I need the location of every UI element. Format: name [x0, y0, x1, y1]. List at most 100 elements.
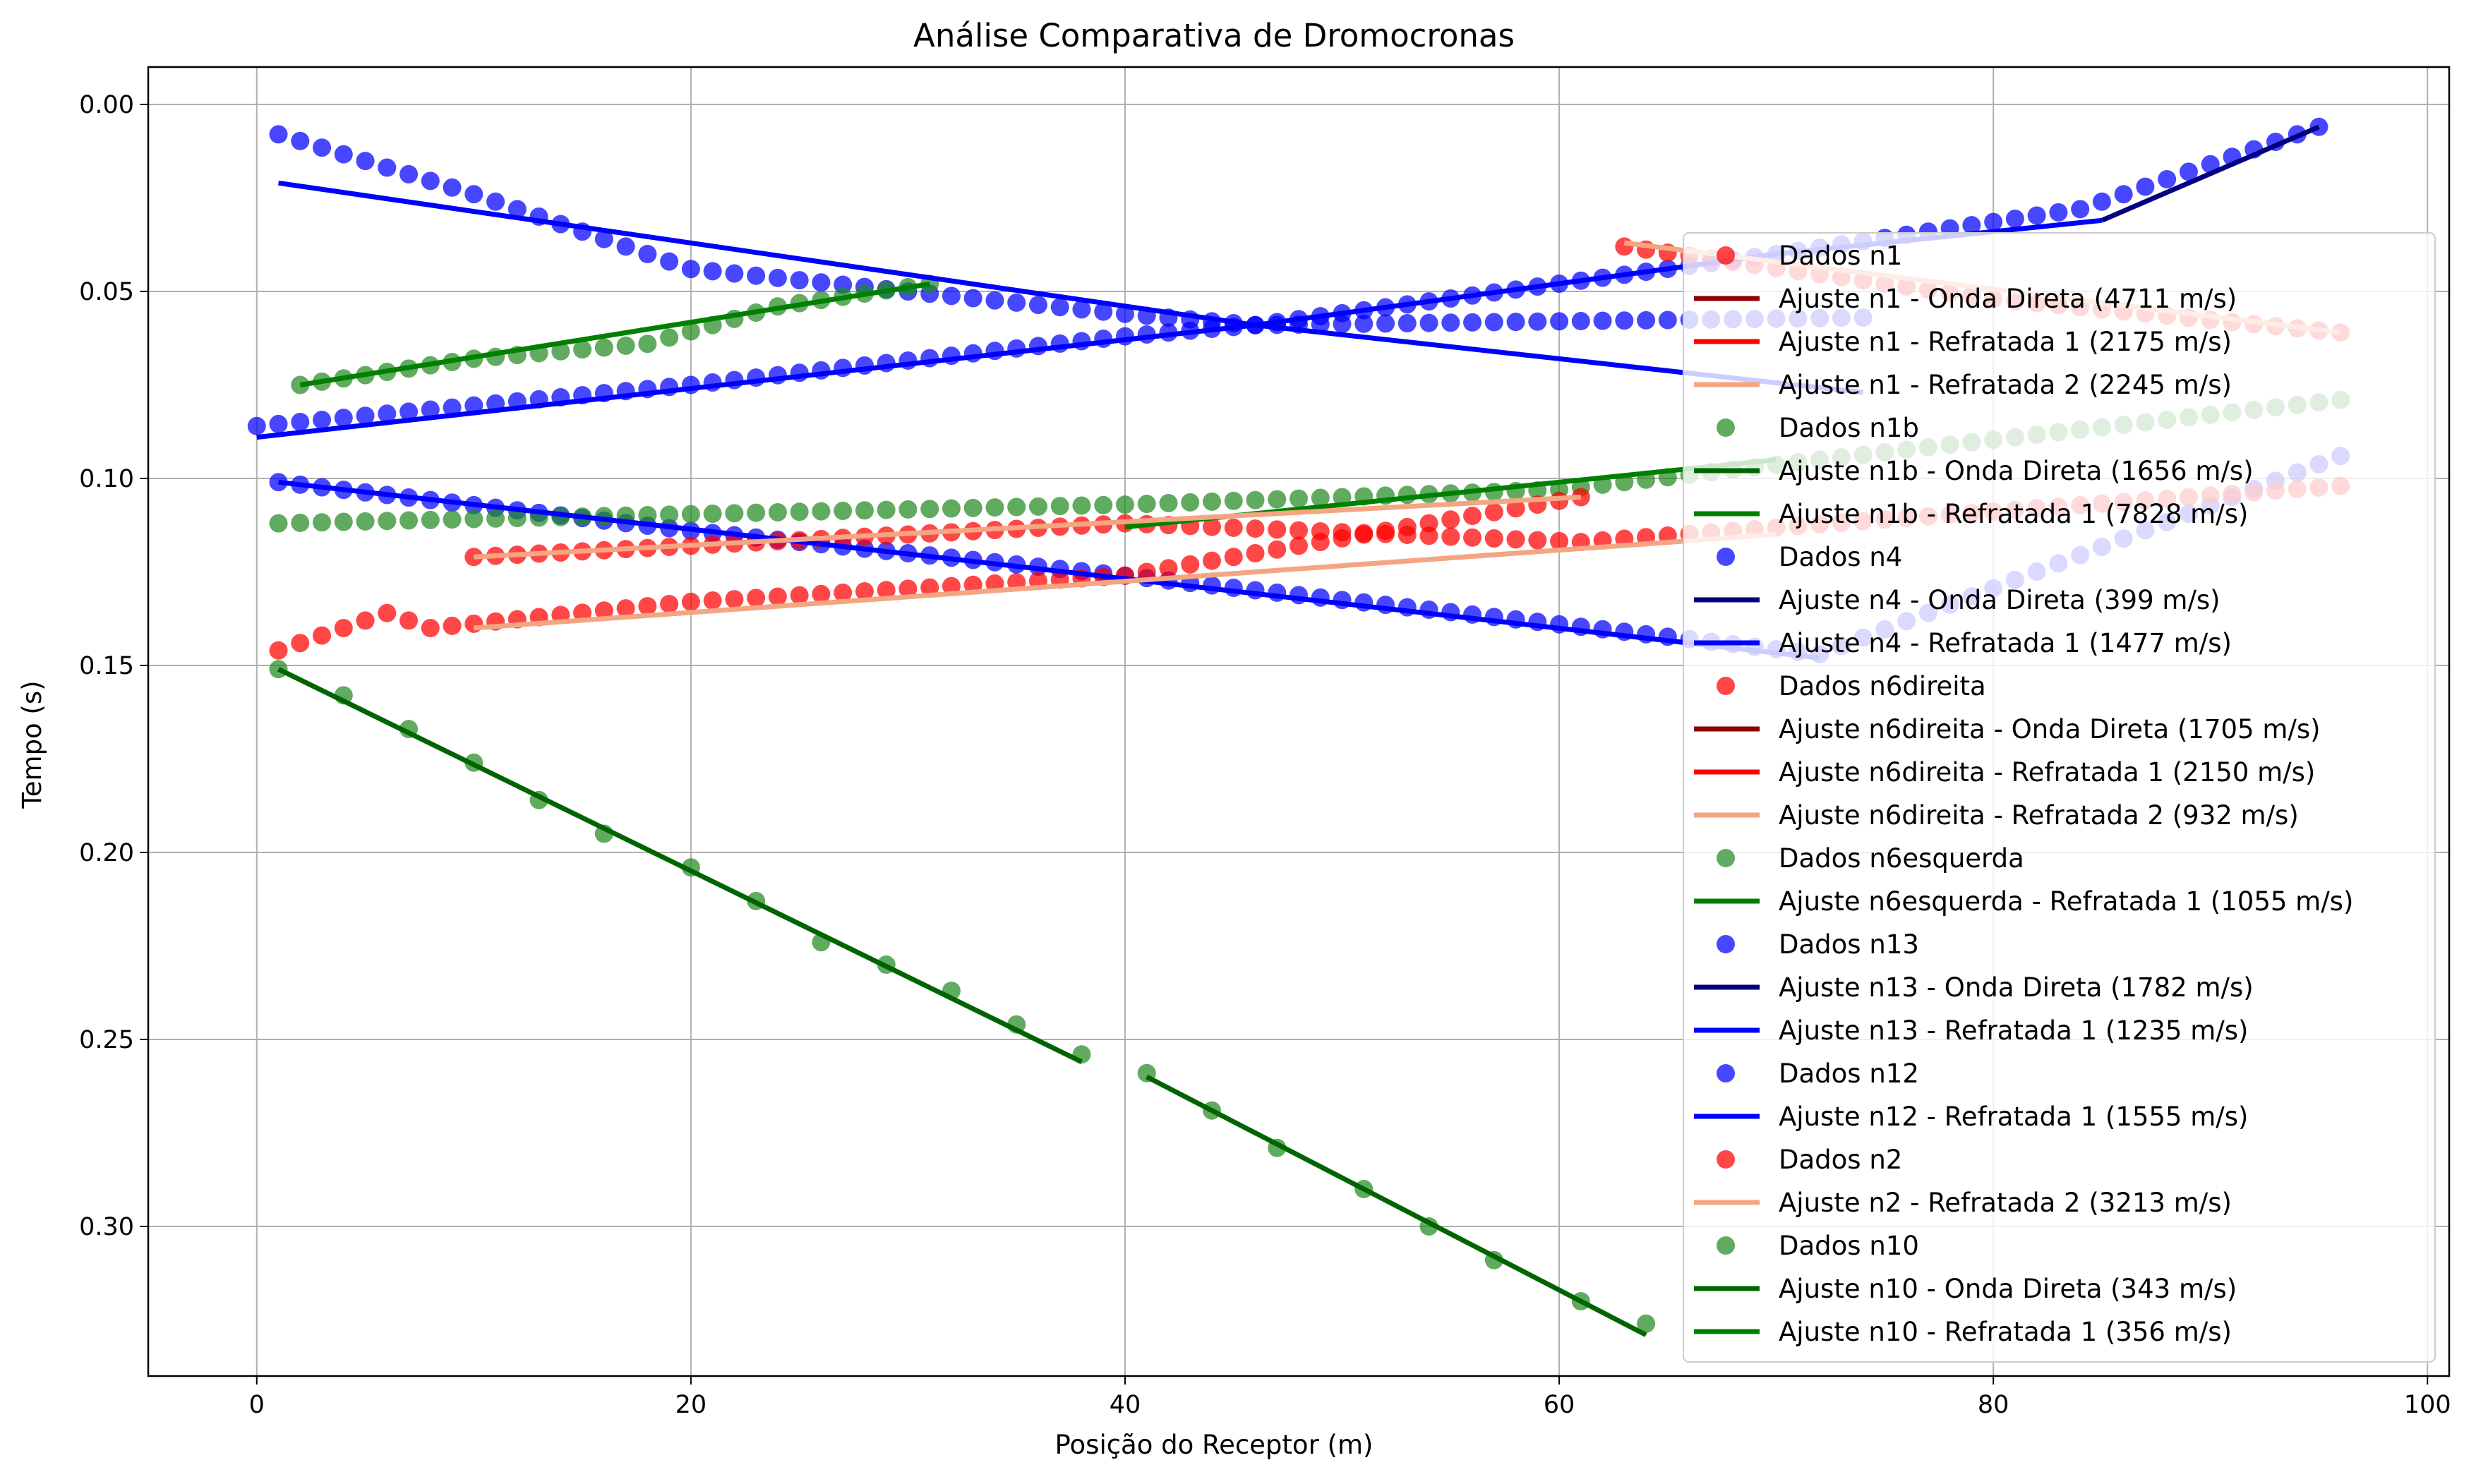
- data-point: [855, 501, 874, 520]
- x-axis-label: Posição do Receptor (m): [1055, 1430, 1374, 1460]
- data-point: [1268, 490, 1287, 509]
- data-point: [1202, 551, 1221, 570]
- legend-label: Ajuste n1b - Refratada 1 (7828 m/s): [1779, 499, 2248, 529]
- data-point: [1202, 492, 1221, 511]
- data-point: [1007, 293, 1026, 312]
- legend-box: [1683, 232, 2436, 1363]
- data-point: [443, 616, 462, 635]
- legend-marker: [1717, 677, 1735, 695]
- x-tick-label: 100: [2404, 1391, 2451, 1419]
- data-point: [507, 200, 527, 219]
- chart-title: Análise Comparativa de Dromocronas: [913, 17, 1515, 54]
- data-point: [2071, 200, 2090, 219]
- data-point: [1484, 313, 1503, 332]
- data-point: [1528, 531, 1547, 550]
- data-point: [747, 266, 766, 285]
- data-point: [681, 260, 700, 279]
- data-point: [768, 587, 787, 606]
- data-point: [2201, 155, 2220, 174]
- data-point: [681, 322, 700, 341]
- legend-label: Dados n6esquerda: [1779, 843, 2024, 874]
- data-point: [703, 591, 722, 610]
- data-point: [421, 171, 440, 191]
- data-point: [334, 512, 353, 531]
- data-point: [1463, 507, 1482, 525]
- data-point: [551, 342, 570, 361]
- data-point: [378, 512, 397, 531]
- legend-label: Dados n10: [1779, 1231, 1919, 1261]
- data-point: [1028, 497, 1047, 516]
- x-tick-label: 20: [675, 1391, 707, 1419]
- y-tick-label: 0.25: [79, 1026, 134, 1054]
- legend-marker: [1717, 246, 1735, 265]
- legend-marker: [1717, 418, 1735, 437]
- legend-label: Ajuste n1 - Refratada 2 (2245 m/s): [1779, 370, 2232, 400]
- data-point: [1506, 530, 1525, 549]
- data-point: [486, 192, 505, 211]
- data-point: [313, 411, 332, 430]
- data-point: [877, 500, 896, 519]
- data-point: [834, 583, 853, 602]
- data-point: [573, 340, 592, 359]
- data-point: [313, 138, 332, 157]
- data-point: [1441, 510, 1460, 529]
- data-point: [1376, 314, 1395, 333]
- data-point: [1593, 311, 1612, 330]
- data-point: [725, 504, 744, 523]
- y-tick-label: 0.30: [79, 1213, 134, 1241]
- data-point: [1072, 300, 1091, 319]
- data-point: [291, 131, 310, 150]
- data-point: [2114, 185, 2133, 204]
- data-point: [1441, 313, 1460, 332]
- series-dados-n6direita: [269, 488, 1590, 660]
- legend-marker: [1717, 849, 1735, 867]
- data-point: [1181, 555, 1200, 574]
- y-tick-label: 0.05: [79, 278, 134, 306]
- legend-label: Dados n6direita: [1779, 671, 1986, 701]
- data-point: [747, 503, 766, 522]
- data-point: [812, 273, 831, 292]
- data-point: [464, 185, 483, 204]
- legend-label: Ajuste n2 - Refratada 2 (3213 m/s): [1779, 1188, 2232, 1218]
- data-point: [1072, 496, 1091, 515]
- data-point: [334, 409, 353, 428]
- legend-label: Ajuste n6esquerda - Refratada 1 (1055 m/…: [1779, 886, 2353, 917]
- data-point: [1050, 497, 1069, 516]
- data-point: [790, 271, 809, 290]
- data-point: [1007, 497, 1026, 517]
- data-point: [421, 619, 440, 637]
- data-point: [1311, 521, 1330, 541]
- data-point: [1246, 544, 1265, 562]
- data-point: [725, 264, 744, 283]
- data-point: [877, 581, 896, 600]
- data-point: [399, 511, 419, 530]
- data-point: [812, 502, 831, 521]
- data-point: [1506, 499, 1525, 518]
- data-point: [1615, 311, 1634, 330]
- data-point: [1550, 312, 1569, 331]
- data-point: [812, 584, 831, 603]
- data-point: [356, 152, 375, 171]
- data-point: [247, 416, 266, 435]
- data-point: [1094, 495, 1113, 514]
- data-point: [942, 499, 961, 518]
- data-point: [334, 145, 353, 164]
- data-point: [313, 626, 332, 645]
- y-tick-label: 0.10: [79, 465, 134, 493]
- data-point: [1094, 302, 1113, 321]
- x-tick-label: 80: [1978, 1391, 2009, 1419]
- fit-line: [278, 479, 1820, 660]
- legend-label: Dados n1b: [1779, 413, 1919, 443]
- data-point: [1550, 531, 1569, 550]
- data-point: [1159, 559, 1178, 578]
- legend-label: Ajuste n4 - Refratada 1 (1477 m/s): [1779, 628, 2232, 658]
- legend-label: Ajuste n4 - Onda Direta (399 m/s): [1779, 585, 2220, 615]
- data-point: [899, 500, 918, 519]
- data-point: [291, 513, 310, 532]
- data-point: [1268, 540, 1287, 559]
- data-point: [1354, 524, 1374, 543]
- legend: Dados n1 Ajuste n1 - Onda Direta (4711 m/…: [1683, 232, 2436, 1363]
- data-point: [985, 498, 1004, 517]
- data-point: [1224, 491, 1243, 510]
- data-point: [443, 398, 462, 417]
